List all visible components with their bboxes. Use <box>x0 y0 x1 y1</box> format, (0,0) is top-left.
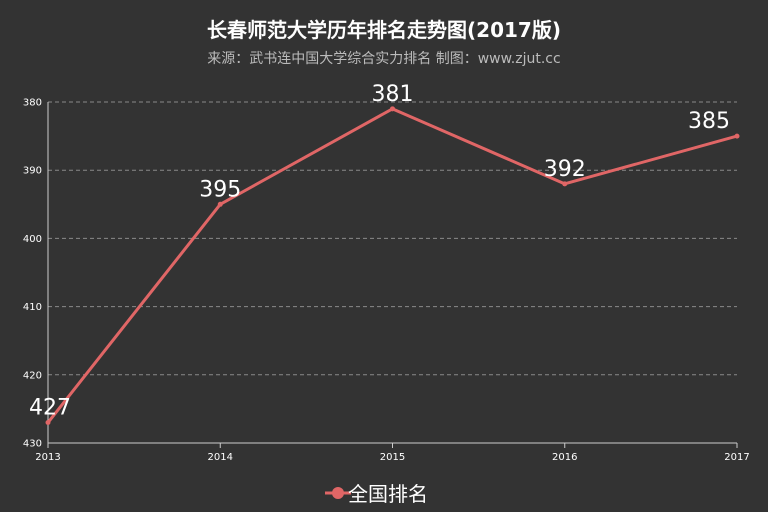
data-label: 427 <box>29 396 71 421</box>
data-point[interactable] <box>217 201 223 207</box>
data-point[interactable] <box>734 133 740 139</box>
chart-title: 长春师范大学历年排名走势图(2017版) <box>207 18 561 42</box>
data-label: 395 <box>199 177 241 202</box>
legend[interactable]: 全国排名 <box>325 482 428 506</box>
legend-label[interactable]: 全国排名 <box>348 482 428 506</box>
data-label: 392 <box>544 157 586 182</box>
data-point[interactable] <box>390 106 395 112</box>
y-tick-label: 390 <box>23 166 42 177</box>
data-labels: 427 395 381 392 385 <box>29 82 730 421</box>
grid-lines <box>48 101 737 376</box>
x-tick-label: 2014 <box>208 452 233 463</box>
x-tick-label: 2013 <box>35 452 60 463</box>
y-tick-label: 410 <box>23 302 42 313</box>
y-tick-label: 420 <box>23 370 42 381</box>
axes: 380 390 400 410 420 430 2013 2014 2015 2016 2017 <box>23 98 750 464</box>
series-layer <box>45 106 740 426</box>
x-tick-label: 2016 <box>552 452 577 463</box>
y-tick-label: 430 <box>23 439 42 450</box>
series-line <box>46 107 738 424</box>
chart-subtitle: 来源：武书连中国大学综合实力排名 制图：www.zjut.cc <box>207 51 560 67</box>
x-tick-label: 2017 <box>724 452 749 463</box>
x-tick-label: 2015 <box>380 452 405 463</box>
legend-marker-icon <box>332 487 344 499</box>
data-label: 381 <box>372 82 414 107</box>
y-tick-label: 380 <box>23 98 42 109</box>
y-tick-label: 400 <box>23 234 42 245</box>
data-label: 385 <box>688 109 730 134</box>
data-point[interactable] <box>562 181 568 187</box>
data-point[interactable] <box>45 420 51 426</box>
